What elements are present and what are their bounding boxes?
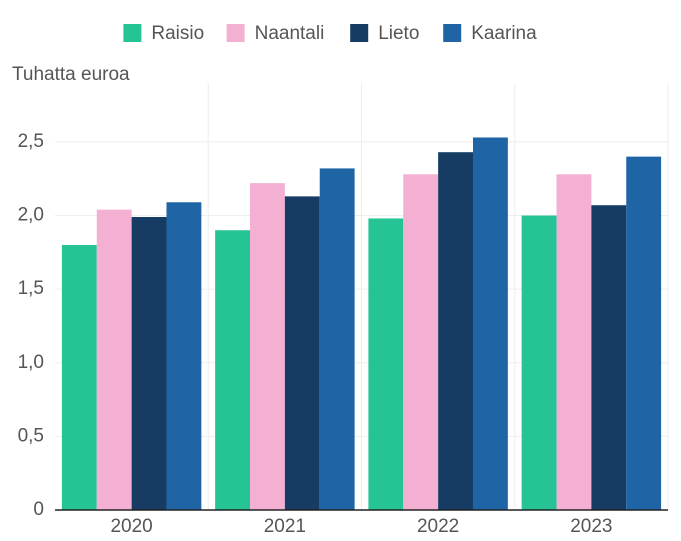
x-tick-label: 2022 [417, 516, 459, 537]
legend-swatch [226, 24, 245, 42]
x-tick-label: 2021 [264, 516, 306, 537]
legend-swatch [123, 24, 142, 42]
legend-label: Lieto [378, 23, 419, 44]
bar [472, 137, 508, 510]
legend-label: Raisio [151, 23, 204, 44]
bar [215, 230, 251, 510]
bar [626, 156, 662, 510]
bar [131, 216, 167, 510]
bar [591, 205, 627, 511]
y-tick-label: 0 [33, 499, 44, 520]
bar [61, 244, 97, 510]
y-tick-label: 1,0 [18, 352, 44, 373]
bar [368, 218, 404, 510]
bar [284, 196, 320, 510]
legend-label: Kaarina [471, 23, 537, 44]
bar [96, 209, 132, 511]
y-tick-label: 2,0 [18, 205, 44, 226]
y-tick-label: 2,5 [18, 131, 44, 152]
x-tick-label: 2020 [110, 516, 152, 537]
legend-label: Naantali [255, 23, 325, 44]
y-axis-label: Tuhatta euroa [12, 64, 130, 85]
bar [166, 202, 202, 511]
y-tick-label: 0,5 [18, 425, 44, 446]
legend-swatch [443, 24, 462, 42]
bar [319, 168, 355, 510]
bar [403, 174, 439, 510]
bar [438, 152, 473, 511]
bar [250, 183, 285, 510]
legend-swatch [350, 24, 369, 42]
bar [556, 174, 592, 510]
y-tick-label: 1,5 [18, 278, 44, 299]
x-tick-label: 2023 [570, 516, 612, 537]
bar [521, 215, 557, 510]
